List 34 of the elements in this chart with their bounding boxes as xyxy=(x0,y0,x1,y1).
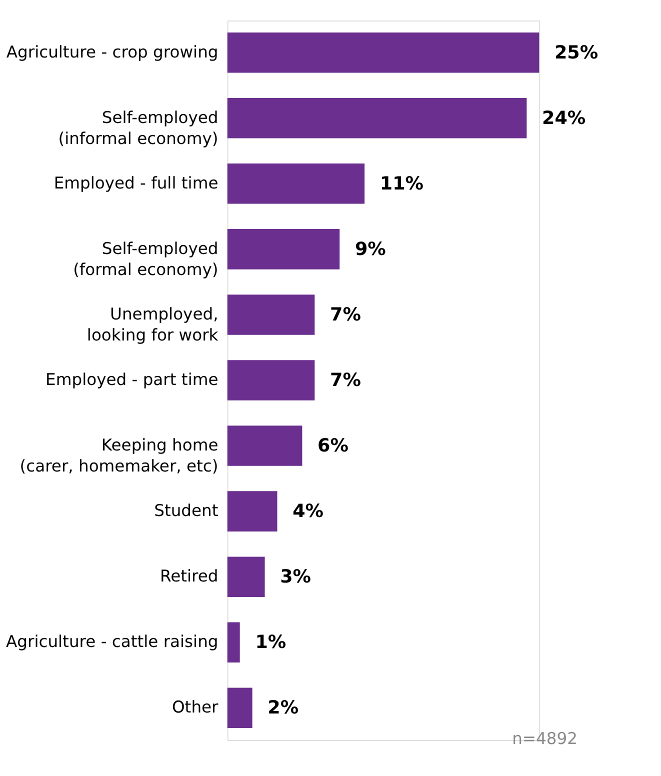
y-tick-label: Self-employed (formal economy) xyxy=(73,238,218,280)
bar xyxy=(227,556,265,597)
y-tick-label: Agriculture - cattle raising xyxy=(6,632,218,652)
bar xyxy=(227,98,527,138)
y-tick-label: Self-employed (informal economy) xyxy=(58,108,218,148)
y-tick-label: Employed - part time xyxy=(46,370,218,390)
data-label: 9% xyxy=(354,238,386,260)
bar xyxy=(227,622,240,663)
data-label: 7% xyxy=(330,370,361,391)
bar xyxy=(227,688,252,728)
y-tick-label: Student xyxy=(154,501,218,520)
bar xyxy=(227,229,340,270)
data-label: 25% xyxy=(554,42,598,64)
y-tick-label: Employed - full time xyxy=(54,173,218,192)
annotation: n=4892 xyxy=(512,728,578,748)
bar xyxy=(227,491,278,532)
data-label: 11% xyxy=(380,173,424,194)
y-tick-label: Unemployed, looking for work xyxy=(86,304,219,345)
bar xyxy=(227,360,315,400)
bar xyxy=(227,294,315,335)
data-label: 7% xyxy=(330,304,361,326)
bar xyxy=(227,32,540,73)
y-tick-label: Retired xyxy=(160,566,218,586)
data-label: 2% xyxy=(268,698,299,719)
y-tick-label: Agriculture - crop growing xyxy=(6,42,218,62)
data-label: 24% xyxy=(542,108,586,129)
data-label: 4% xyxy=(292,501,324,522)
y-tick-label: Other xyxy=(172,698,219,717)
y-tick-label: Keeping home (carer, homemaker, etc) xyxy=(20,436,218,476)
bar xyxy=(227,164,365,204)
data-label: 6% xyxy=(318,436,348,457)
bar xyxy=(227,426,302,466)
data-label: 3% xyxy=(280,566,312,588)
data-label: 1% xyxy=(255,632,286,654)
